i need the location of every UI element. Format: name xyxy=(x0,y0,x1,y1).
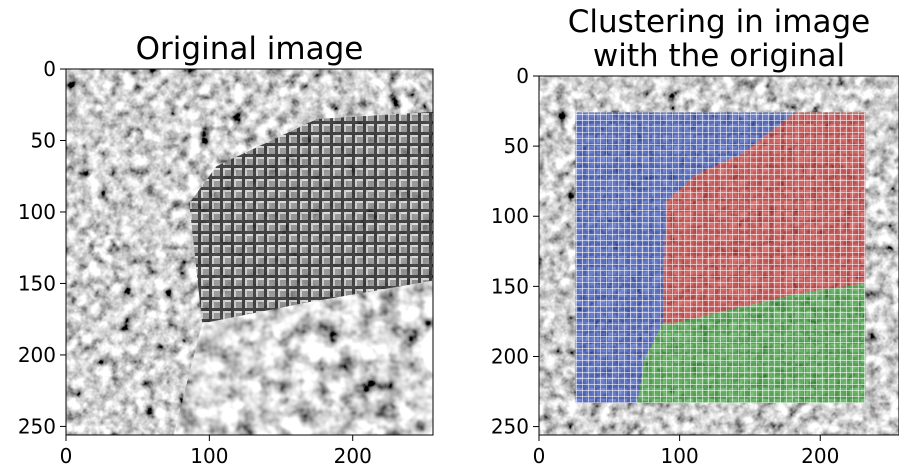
y-tick-label: 200 xyxy=(491,344,529,368)
y-tick-label: 250 xyxy=(491,415,529,439)
y-tick-label: 200 xyxy=(18,343,56,367)
y-tick-label: 250 xyxy=(18,414,56,438)
panel-original: Original image 0 100 200 0 50 100 150 200 250 xyxy=(18,31,434,468)
image-area xyxy=(539,76,899,435)
title-line: with the original xyxy=(593,38,845,74)
x-tick-label: 200 xyxy=(801,444,839,468)
y-tick-label: 150 xyxy=(491,274,529,298)
y-tick-label: 50 xyxy=(504,134,529,158)
axes-frame: 0 100 200 0 50 100 150 200 250 xyxy=(491,64,899,468)
y-tick-label: 150 xyxy=(18,271,56,295)
panel-title: Clustering in image with the original xyxy=(568,4,871,74)
axes-frame: 0 100 200 0 50 100 150 200 250 xyxy=(18,57,434,468)
title-line: Clustering in image xyxy=(568,4,871,40)
panel-clustering: Clustering in image with the original 0 10… xyxy=(491,4,899,468)
y-tick-label: 50 xyxy=(31,128,56,152)
panel-title: Original image xyxy=(136,31,364,67)
axes-border xyxy=(65,68,434,436)
y-tick-label: 100 xyxy=(18,200,56,224)
x-tick-label: 200 xyxy=(334,444,372,468)
region-grid xyxy=(189,111,433,324)
image-area xyxy=(66,69,433,435)
x-tick-label: 100 xyxy=(190,444,228,468)
x-tick-label: 0 xyxy=(60,444,73,468)
y-tick-label: 0 xyxy=(43,57,56,81)
axes-border xyxy=(538,75,899,436)
y-tick-label: 100 xyxy=(491,204,529,228)
title-line: Original image xyxy=(136,31,364,67)
x-tick-label: 0 xyxy=(533,444,546,468)
cluster-mesh xyxy=(575,112,866,403)
x-tick-label: 100 xyxy=(661,444,699,468)
y-tick-label: 0 xyxy=(516,64,529,88)
